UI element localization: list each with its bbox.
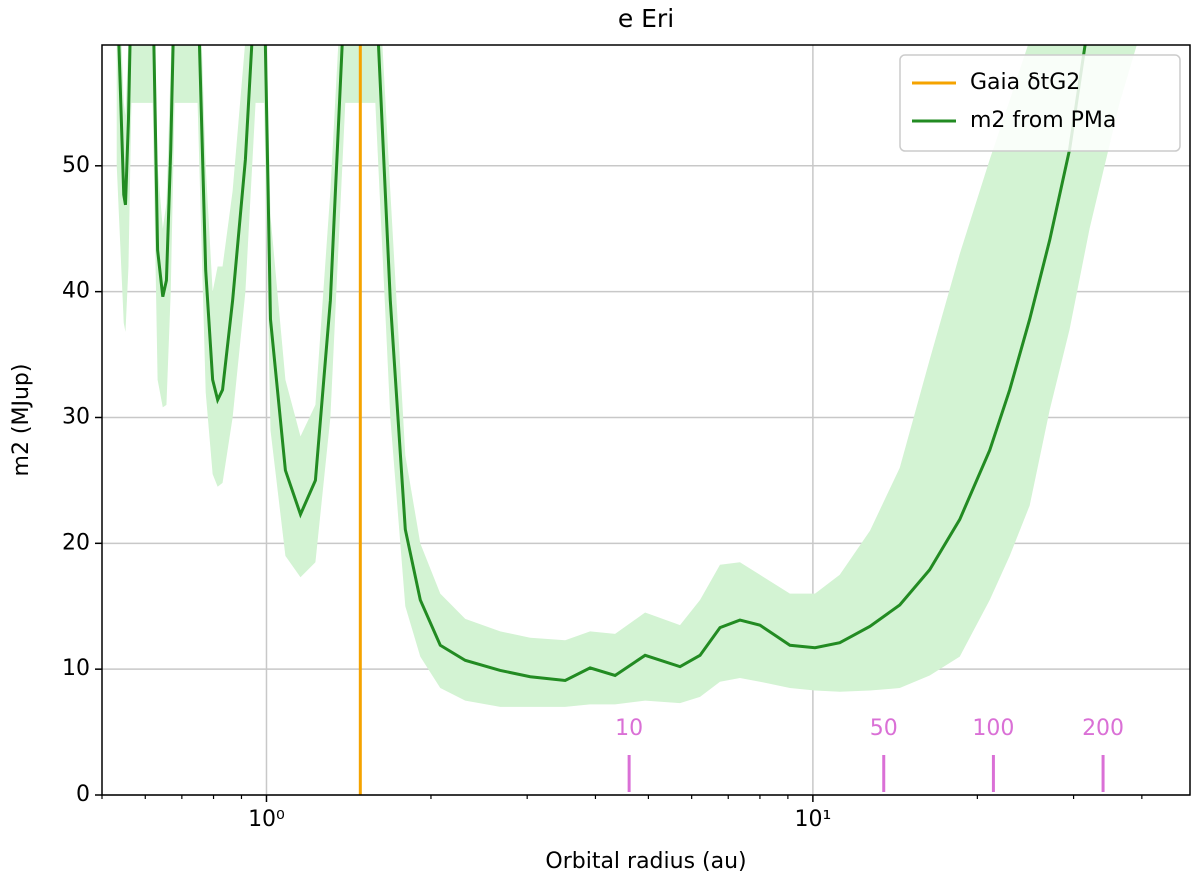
y-tick-label: 30 [62, 404, 90, 429]
y-tick-label: 40 [62, 279, 90, 304]
period-label: 50 [870, 716, 898, 741]
plot-frame [101, 44, 1191, 796]
series-line [117, 45, 1087, 683]
y-tick-label: 50 [62, 153, 90, 178]
y-tick-label: 20 [62, 530, 90, 555]
period-label: 200 [1082, 716, 1124, 741]
y-axis-label: m2 (MJup) [9, 364, 34, 477]
period-label: 100 [972, 716, 1014, 741]
legend-box [899, 54, 1181, 152]
legend-label: m2 from PMa [970, 108, 1116, 133]
x-tick-label: 10⁰ [248, 807, 285, 832]
chart-title: e Eri [618, 4, 674, 33]
plot-area [116, 45, 1137, 795]
period-label: 10 [615, 716, 643, 741]
x-axis-label: Orbital radius (au) [545, 849, 746, 874]
x-tick-label: 10¹ [794, 807, 831, 832]
y-tick-label: 0 [76, 782, 90, 807]
uncertainty-band [116, 45, 1137, 707]
legend-label: Gaia δtG2 [970, 70, 1080, 95]
y-tick-label: 10 [62, 656, 90, 681]
